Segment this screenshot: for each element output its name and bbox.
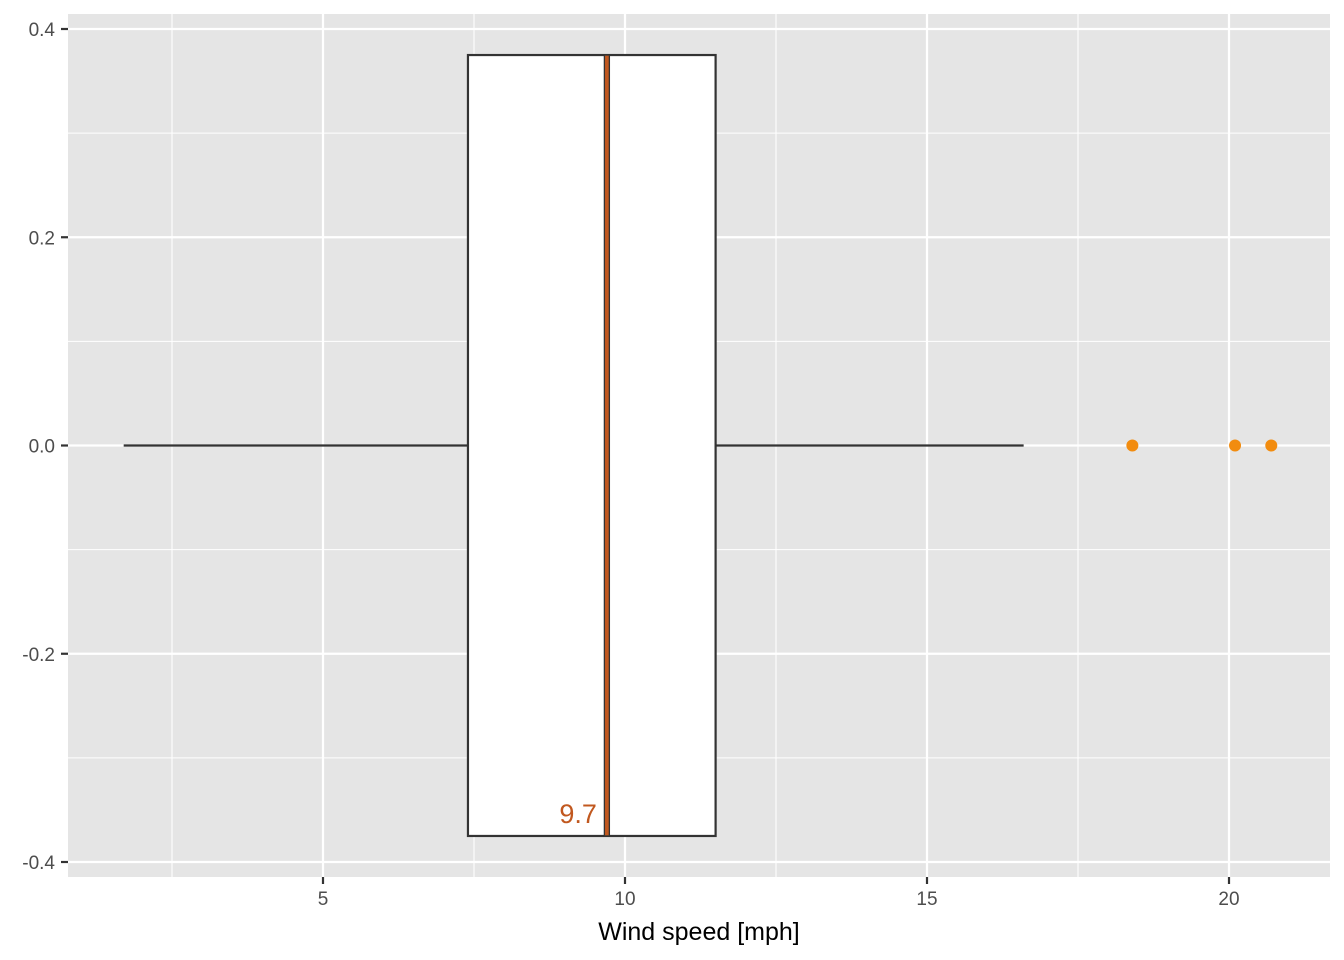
y-tick-label: 0.4 bbox=[29, 20, 56, 41]
x-tick-label: 10 bbox=[614, 889, 635, 910]
y-tick-label: -0.4 bbox=[22, 853, 55, 874]
x-axis: 5 10 15 20 bbox=[318, 877, 1240, 910]
outlier-points bbox=[1126, 439, 1278, 452]
y-tick-label: 0.2 bbox=[29, 228, 55, 249]
outlier-point bbox=[1265, 439, 1278, 452]
outlier-point bbox=[1229, 439, 1242, 452]
box-plot: 9.7 bbox=[123, 53, 1024, 838]
x-tick-label: 20 bbox=[1218, 889, 1239, 910]
median-line bbox=[603, 54, 611, 837]
y-tick-label: 0.0 bbox=[29, 437, 55, 458]
y-tick-label: -0.2 bbox=[22, 645, 55, 666]
x-tick-label: 5 bbox=[318, 889, 329, 910]
iqr-box bbox=[466, 53, 717, 838]
median-value-label: 9.7 bbox=[559, 799, 597, 829]
outlier-point bbox=[1126, 439, 1139, 452]
x-tick-label: 15 bbox=[916, 889, 937, 910]
x-axis-title: Wind speed [mph] bbox=[598, 918, 800, 946]
y-axis: -0.4 -0.2 0.0 0.2 0.4 bbox=[22, 20, 68, 874]
